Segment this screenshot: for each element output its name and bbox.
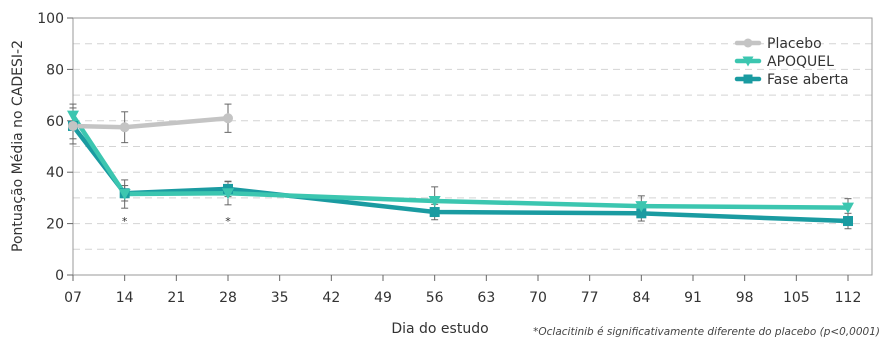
legend-label: APOQUEL — [767, 54, 834, 70]
y-tick-label: 40 — [46, 165, 64, 181]
x-tick-label: 35 — [271, 290, 289, 306]
x-tick-label: 77 — [581, 290, 599, 306]
data-point — [118, 189, 131, 201]
axes — [67, 17, 873, 281]
legend: Placebo APOQUEL Fase aberta — [734, 36, 849, 88]
series-markers — [67, 110, 854, 227]
x-tick-label: 21 — [167, 290, 185, 306]
x-tick-label: 105 — [783, 290, 810, 306]
y-tick-label: 100 — [37, 11, 64, 27]
x-tick-label: 70 — [529, 290, 547, 306]
y-tick-label: 60 — [46, 114, 64, 130]
x-tick-label: 84 — [632, 290, 650, 306]
x-tick-label: 07 — [64, 290, 82, 306]
data-point — [743, 38, 753, 48]
x-tick-label: 28 — [219, 290, 237, 306]
x-tick-label: 49 — [374, 290, 392, 306]
x-tick-label: 91 — [684, 290, 702, 306]
data-point — [223, 113, 233, 124]
y-tick-label: 80 — [46, 62, 64, 78]
x-tick-label: 63 — [477, 290, 495, 306]
x-axis-title: Dia do estudo — [391, 321, 488, 337]
data-point — [743, 74, 753, 84]
data-point — [68, 120, 78, 131]
series-lines — [70, 113, 851, 224]
x-tick-label: 42 — [322, 290, 340, 306]
legend-label: Placebo — [767, 36, 822, 52]
y-tick-label: 0 — [55, 268, 64, 284]
data-point — [429, 207, 440, 218]
data-point — [843, 216, 853, 227]
data-point — [222, 188, 234, 200]
data-point — [635, 201, 648, 213]
significance-star: * — [225, 215, 231, 228]
x-tick-label: 112 — [835, 290, 862, 306]
x-tick-labels: 07 14 21 28 35 42 49 56 63 70 77 84 91 98 105 112 — [64, 290, 861, 306]
y-tick-label: 20 — [46, 217, 64, 233]
data-point — [742, 56, 754, 67]
legend-label: Fase aberta — [767, 72, 849, 88]
plot-frame — [72, 17, 873, 276]
data-point — [428, 195, 441, 207]
gridlines — [73, 17, 872, 250]
x-tick-label: 14 — [116, 290, 134, 306]
significance-markers: * * — [122, 215, 231, 228]
data-point — [636, 208, 647, 219]
data-point — [119, 122, 130, 133]
data-point — [67, 110, 79, 122]
data-point — [842, 202, 854, 214]
significance-star: * — [122, 215, 128, 228]
series-line — [70, 115, 231, 130]
series-line — [70, 113, 851, 210]
x-tick-label: 98 — [736, 290, 754, 306]
y-axis-title: Pontuação Média no CADESI-2 — [10, 40, 26, 252]
y-tick-labels: 0 20 40 60 80 100 — [37, 11, 64, 284]
x-tick-label: 56 — [426, 290, 444, 306]
footnote: *Oclacitinib é significativamente difere… — [533, 326, 880, 338]
